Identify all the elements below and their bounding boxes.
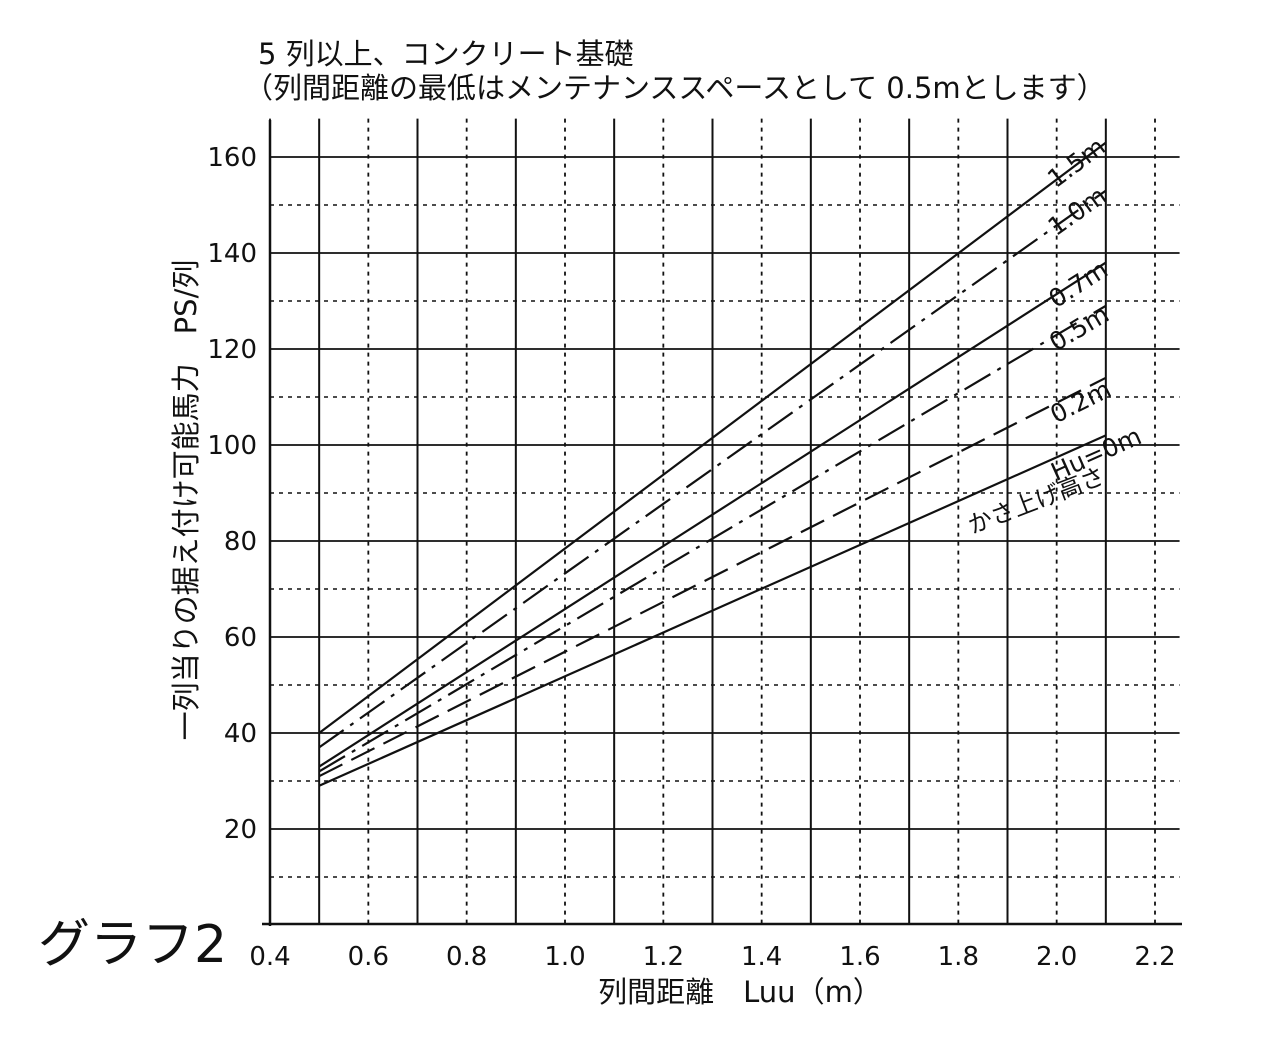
series-line [318,141,1107,734]
y-tick-label: 40 [224,719,257,749]
y-axis-label: 一列当りの据え付け可能馬力 PS/列 [169,260,203,741]
x-tick-label: 2.2 [1134,942,1175,972]
y-tick-labels: 20 40 60 80 100 120 140 160 [207,143,257,845]
series-label: 0.7m [1043,255,1113,314]
y-tick-label: 100 [207,431,257,461]
x-tick-labels: 0.4 0.6 0.8 1.0 1.2 1.4 1.6 1.8 2.0 2.2 [249,942,1175,972]
x-axis-label: 列間距離 Luu（m） [598,975,882,1009]
series-label: 1.5m [1042,132,1111,194]
graph-label: グラフ2 [38,915,227,975]
y-tick-label: 60 [224,623,257,653]
x-tick-label: 0.8 [446,942,487,972]
series-line [318,189,1107,749]
x-tick-label: 2.0 [1036,942,1077,972]
chart-subtitle: （列間距離の最低はメンテナンススペースとして 0.5mとします） [244,71,1106,105]
x-tick-label: 1.6 [839,942,880,972]
y-tick-label: 80 [224,527,257,557]
series-line [318,376,1107,778]
y-tick-label: 120 [207,335,257,365]
x-tick-label: 1.4 [741,942,782,972]
series-line [318,434,1107,787]
chart-title: 5 列以上、コンクリート基礎 [258,37,634,71]
series-line [318,304,1107,773]
y-tick-label: 140 [207,239,257,269]
x-tick-label: 1.8 [938,942,979,972]
x-tick-label: 1.2 [643,942,684,972]
series-label: 1.0m [1043,181,1112,242]
axes [262,120,1182,926]
y-tick-label: 20 [224,815,257,845]
x-tick-label: 0.4 [249,942,290,972]
series-lines [318,141,1107,787]
x-tick-label: 0.6 [348,942,389,972]
x-tick-label: 1.0 [544,942,585,972]
series-line [318,261,1107,768]
y-tick-label: 160 [207,143,257,173]
grid [269,118,1180,925]
series-group-label: かさ上げ高さ [964,462,1108,540]
